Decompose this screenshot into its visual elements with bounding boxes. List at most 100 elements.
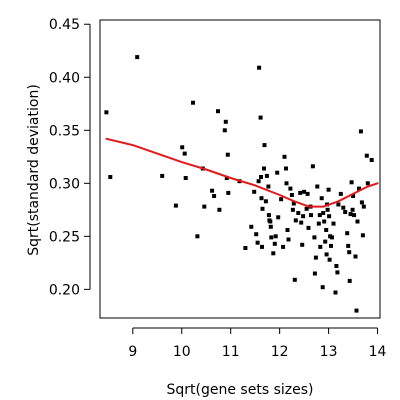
data-point [336, 202, 341, 207]
data-point [327, 257, 332, 262]
y-tick-label: 0.35 [49, 123, 80, 139]
data-point [300, 242, 305, 247]
data-point [365, 181, 370, 186]
data-point [341, 205, 346, 210]
data-point [353, 254, 358, 259]
data-point [347, 278, 352, 283]
data-point [327, 214, 332, 219]
data-point [322, 219, 327, 224]
data-point [259, 175, 263, 179]
data-point [306, 225, 311, 230]
data-point [279, 197, 284, 202]
y-axis: 0.20 0.25 0.30 0.35 0.40 0.45 [49, 17, 91, 298]
data-point [276, 215, 281, 220]
data-point [257, 65, 262, 70]
data-point [285, 228, 290, 232]
data-point [262, 166, 266, 171]
data-point [357, 186, 361, 191]
data-point [360, 233, 365, 238]
data-point [173, 203, 178, 208]
data-point [135, 55, 140, 60]
data-point [191, 100, 195, 105]
data-point [321, 211, 326, 215]
data-point [269, 235, 274, 240]
data-point [304, 206, 309, 211]
data-point [296, 211, 301, 215]
data-point [266, 213, 271, 218]
x-tick-label: 9 [128, 344, 137, 360]
y-axis-title: Sqrt(standard deviation) [26, 84, 42, 256]
data-point [104, 110, 109, 115]
data-point [268, 219, 273, 224]
data-point [324, 228, 329, 232]
x-axis-title: Sqrt(gene sets sizes) [167, 382, 314, 398]
data-point [334, 264, 339, 268]
data-point [243, 246, 248, 250]
data-point [313, 255, 318, 260]
data-point [212, 194, 217, 198]
data-point [262, 143, 267, 148]
data-point [364, 153, 369, 158]
data-point [316, 221, 321, 226]
data-point [195, 234, 200, 239]
data-point [310, 164, 315, 169]
data-point [182, 151, 187, 156]
data-point [323, 239, 328, 244]
y-tick-label: 0.25 [49, 229, 80, 245]
data-point [319, 196, 324, 201]
data-point [249, 224, 254, 229]
data-point [183, 176, 188, 180]
data-point [350, 207, 355, 212]
data-point [108, 175, 113, 179]
data-point [275, 170, 280, 175]
data-point [263, 199, 268, 204]
data-point [361, 204, 366, 209]
data-point [222, 128, 227, 133]
data-point [325, 207, 330, 212]
y-tick-label: 0.20 [49, 282, 80, 298]
data-point [312, 271, 317, 276]
data-point [315, 184, 320, 189]
data-point [264, 173, 269, 178]
data-point [226, 190, 231, 195]
data-point [312, 235, 317, 240]
data-point [180, 145, 185, 150]
data-point [338, 191, 343, 196]
x-tick-label: 10 [173, 344, 191, 360]
data-point [326, 187, 331, 192]
data-point [289, 193, 294, 197]
data-point [359, 200, 364, 205]
data-point [291, 201, 296, 206]
data-point [254, 232, 259, 237]
data-point [286, 237, 291, 242]
data-point [349, 180, 354, 185]
data-point [258, 115, 263, 120]
data-point [346, 243, 351, 248]
data-point [217, 207, 222, 212]
x-axis: 9 10 11 12 13 14 [128, 327, 387, 360]
data-point [252, 189, 257, 194]
data-point [290, 207, 295, 212]
data-point [284, 166, 288, 171]
data-point [224, 176, 229, 180]
data-point [299, 220, 304, 225]
data-point [348, 212, 353, 217]
data-point [324, 252, 329, 257]
data-point [268, 224, 273, 229]
data-point [351, 194, 356, 198]
data-point [330, 235, 334, 240]
data-point [309, 213, 313, 218]
x-tick-label: 11 [222, 344, 240, 360]
data-point [331, 221, 336, 226]
data-point [301, 214, 306, 219]
data-point [271, 251, 276, 256]
data-point [355, 219, 360, 224]
data-point [317, 213, 322, 218]
data-point [329, 243, 333, 248]
data-point [288, 186, 293, 191]
data-point [273, 234, 278, 239]
data-point [223, 119, 228, 124]
x-tick-label: 13 [320, 344, 338, 360]
data-point [202, 204, 207, 209]
data-point [347, 250, 352, 255]
